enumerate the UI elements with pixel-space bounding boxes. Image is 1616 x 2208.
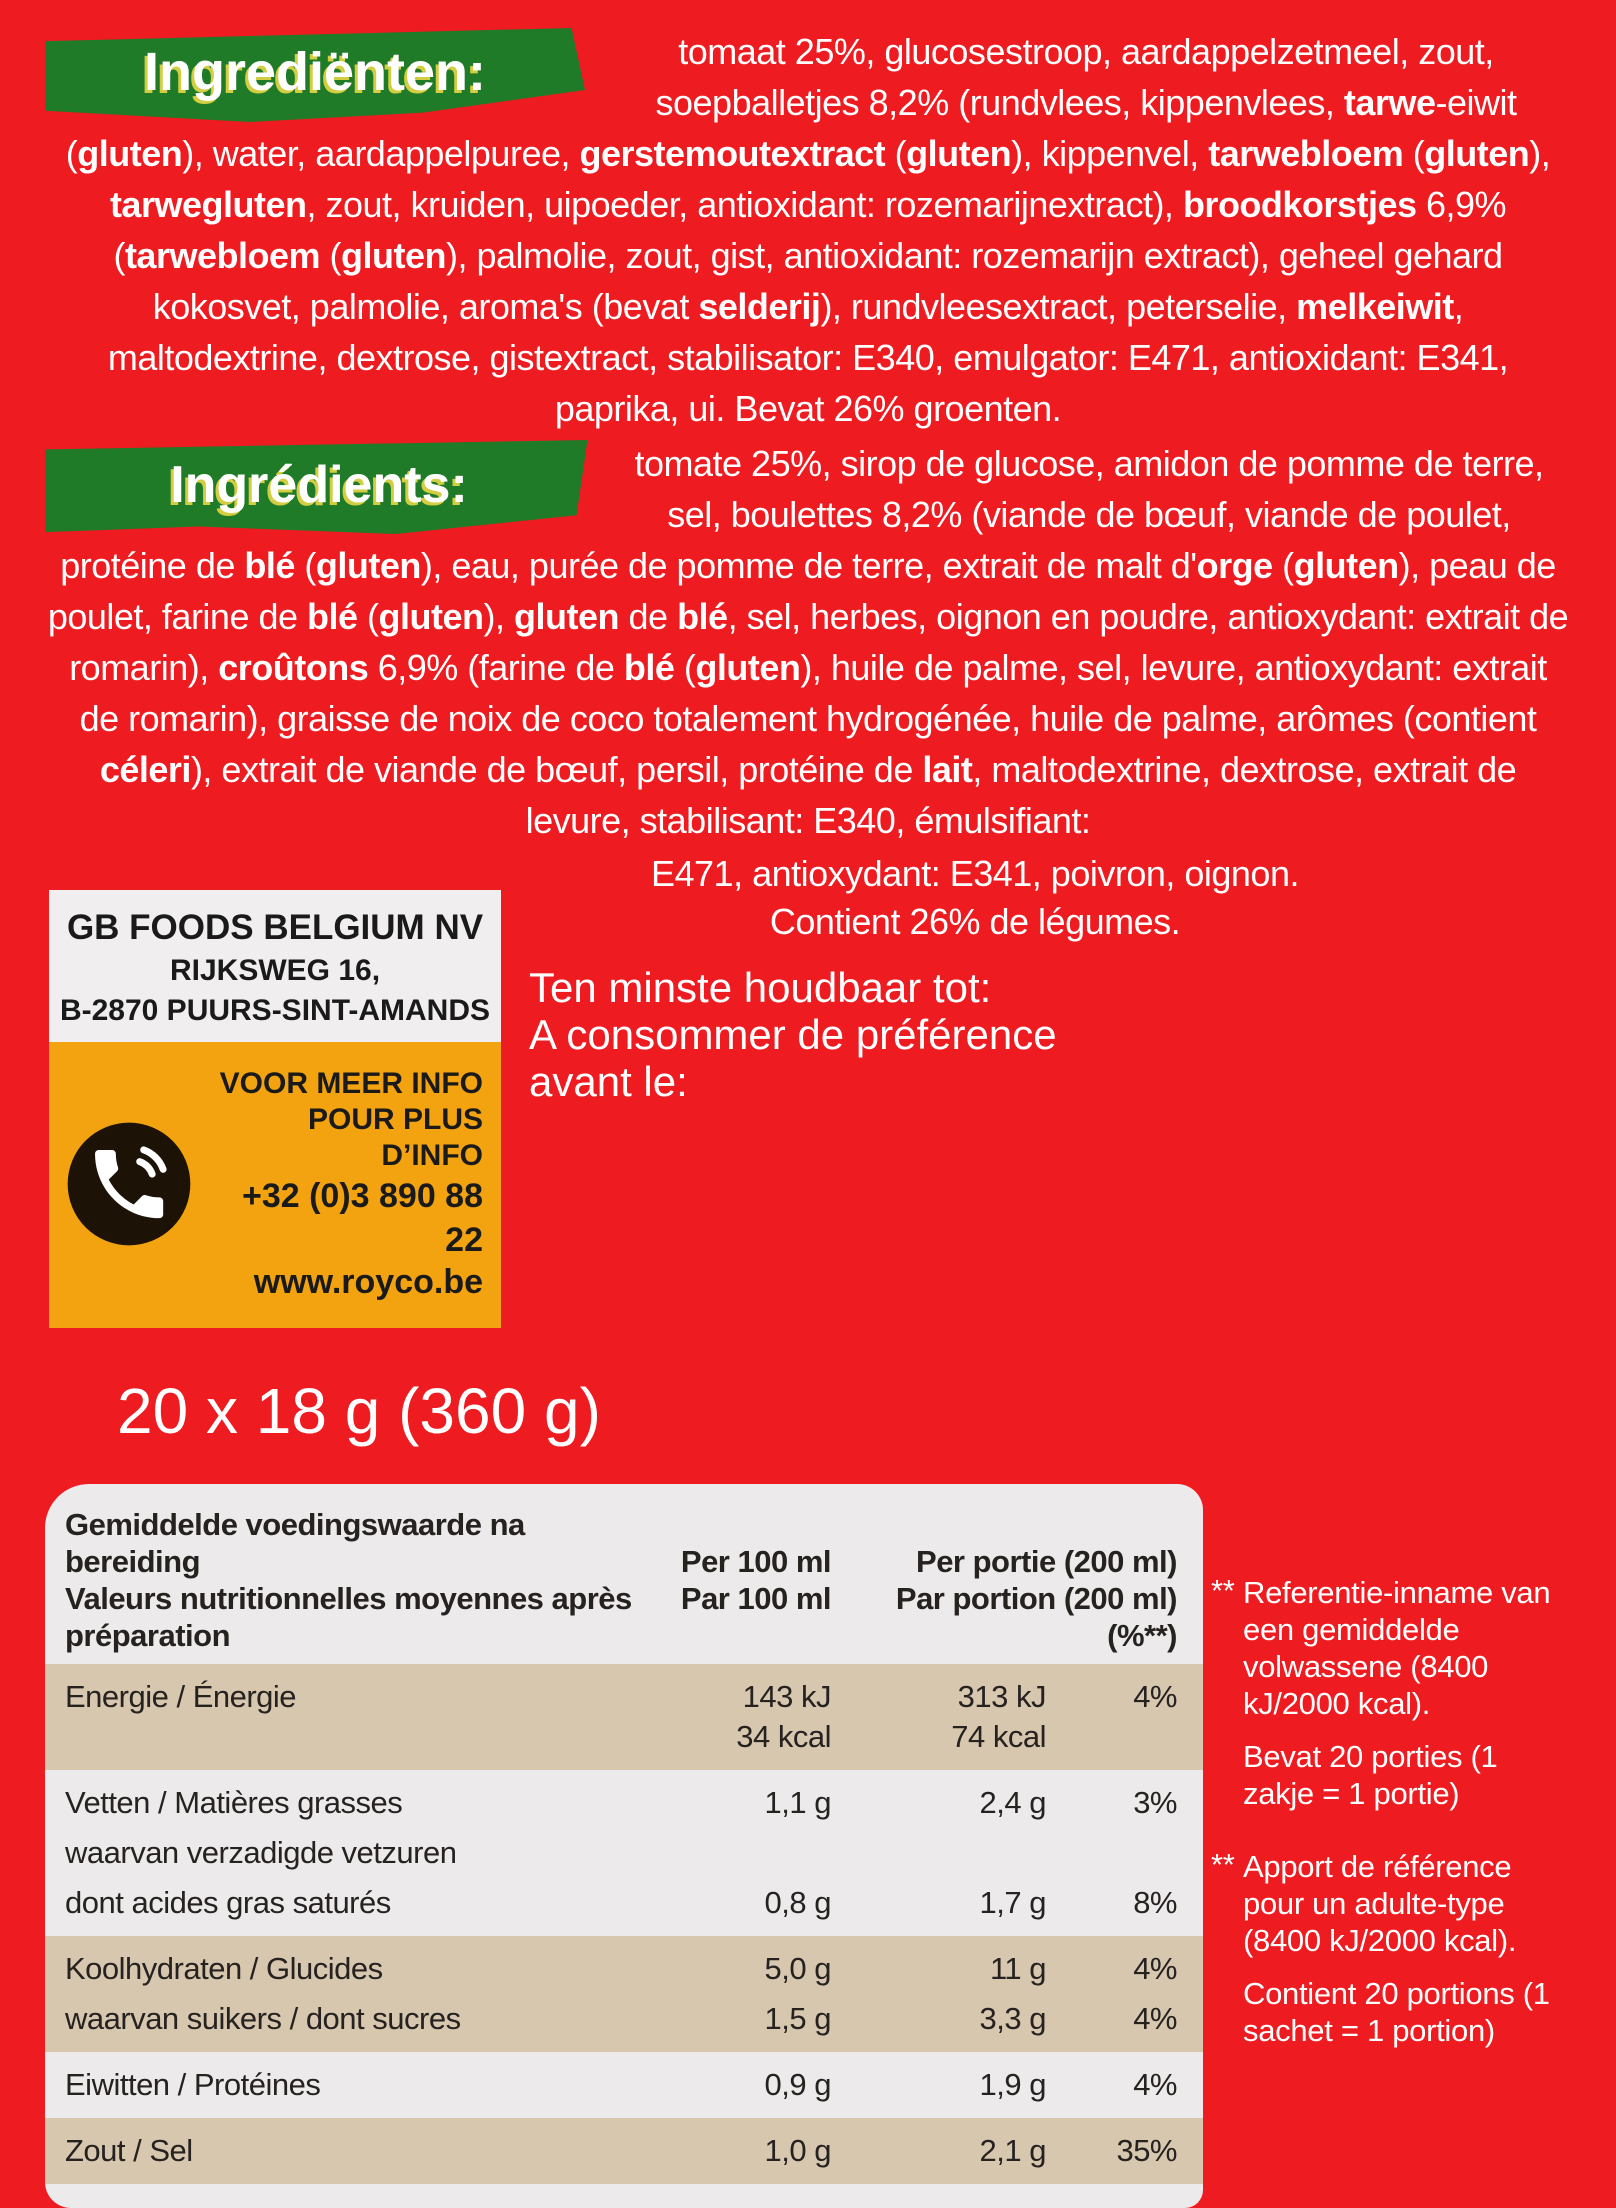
value-per-100ml: 1,1 g bbox=[764, 1785, 832, 1820]
company-name: GB FOODS BELGIUM NV bbox=[66, 908, 484, 947]
nutrition-band: Koolhydraten / Glucides 5,0 g 11 g 4% waarva… bbox=[45, 1936, 1203, 2052]
nutrition-band: Energie / Énergie 143 kJ 34 kcal 313 kJ 74 k… bbox=[45, 1664, 1203, 1770]
fr-tail-line2: Contient 26% de légumes. bbox=[769, 901, 1181, 942]
nutrition-band: Eiwitten / Protéines 0,9 g 1,9 g 4% bbox=[45, 2052, 1203, 2118]
value-per-portion: 3,3 g bbox=[979, 2001, 1047, 2036]
manufacturer-address: GB FOODS BELGIUM NV RIJKSWEG 16, B-2870 … bbox=[49, 890, 501, 1042]
value-per-portion: 313 kJ 74 kcal bbox=[951, 1679, 1046, 1754]
nutrition-title-fr: Valeurs nutritionnelles moyennes après p… bbox=[65, 1581, 632, 1653]
best-before-block: Ten minste houdbaar tot: A consommer de … bbox=[217, 964, 1571, 1105]
best-before-nl: Ten minste houdbaar tot: bbox=[529, 964, 992, 1011]
nutrition-row: Koolhydraten / Glucides 5,0 g 11 g 4% bbox=[45, 1944, 1203, 1994]
col-per-100ml: Per 100 ml Par 100 ml bbox=[680, 1544, 832, 1616]
phone-number: +32 (0)3 890 88 22 bbox=[241, 1177, 483, 1259]
nutrition-band: Vetten / Matières grasses 1,1 g 2,4 g 3% waa… bbox=[45, 1770, 1203, 1936]
nutrition-row: dont acides gras saturés 0,8 g 1,7 g 8% bbox=[45, 1878, 1203, 1928]
nutrition-row: waarvan verzadigde vetzuren bbox=[45, 1828, 1203, 1878]
nutrition-row: Vetten / Matières grasses 1,1 g 2,4 g 3% bbox=[45, 1778, 1203, 1828]
company-city: B-2870 PUURS-SINT-AMANDS bbox=[59, 994, 491, 1027]
ingredients-nl-section: Ingrediënten: tomaat 25%, glucosestroop,… bbox=[45, 26, 1571, 434]
nutrient-label: Eiwitten / Protéines bbox=[65, 2067, 321, 2102]
value-percent: 4% bbox=[1133, 2067, 1177, 2102]
ingredients-nl-banner-label: Ingrediënten: bbox=[143, 42, 486, 102]
note-reference-fr: ** Apport de référence pour un adulte-ty… bbox=[1211, 1847, 1517, 1958]
value-per-100ml: 5,0 g bbox=[764, 1951, 832, 1986]
company-street: RIJKSWEG 16, bbox=[169, 954, 381, 987]
value-per-portion bbox=[831, 1833, 1046, 1873]
asterisk-marker: ** bbox=[1211, 1847, 1235, 1882]
value-per-portion: 1,7 g bbox=[979, 1885, 1047, 1920]
col-percent: (%**) bbox=[1107, 1618, 1177, 1653]
package-back-panel: { "colors": { "background_red": "#ee1b20… bbox=[45, 26, 1571, 2208]
nutrient-label: Vetten / Matières grasses bbox=[65, 1785, 403, 1820]
note-portions-fr: Contient 20 portions (1 sachet = 1 porti… bbox=[1243, 1976, 1550, 2048]
nutrition-title-nl: Gemiddelde voedingswaarde na bereiding bbox=[65, 1507, 525, 1579]
nutrition-row: waarvan suikers / dont sucres 1,5 g 3,3 g 4… bbox=[45, 1994, 1203, 2044]
value-per-100ml bbox=[656, 1833, 831, 1873]
contact-info-box: VOOR MEER INFO POUR PLUS D’INFO +32 (0)3… bbox=[49, 1042, 501, 1328]
value-percent bbox=[1046, 1833, 1177, 1873]
reference-notes: ** Referentie-inname van een gemiddelde … bbox=[1211, 1484, 1571, 2065]
value-percent: 4% bbox=[1133, 1951, 1177, 1986]
nutrition-rows: Energie / Énergie 143 kJ 34 kcal 313 kJ 74 k… bbox=[45, 1664, 1203, 2184]
ingredients-fr-banner-label: Ingrédients: bbox=[170, 456, 468, 514]
value-percent: 35% bbox=[1116, 2133, 1177, 2168]
value-per-100ml: 0,8 g bbox=[764, 1885, 832, 1920]
nutrition-row: Eiwitten / Protéines 0,9 g 1,9 g 4% bbox=[45, 2060, 1203, 2110]
nutrient-label: waarvan verzadigde vetzuren bbox=[65, 1835, 457, 1870]
nutrition-row: Zout / Sel 1,0 g 2,1 g 35% bbox=[45, 2126, 1203, 2176]
value-per-100ml: 1,5 g bbox=[764, 2001, 832, 2036]
info-label-nl: VOOR MEER INFO bbox=[219, 1067, 483, 1100]
value-per-100ml: 143 kJ 34 kcal bbox=[736, 1679, 831, 1754]
col-per-portion: Per portie (200 ml) Par portion (200 ml)… bbox=[831, 1506, 1178, 1654]
nutrient-label: waarvan suikers / dont sucres bbox=[65, 2001, 461, 2036]
nutrition-table-header: Gemiddelde voedingswaarde na bereiding V… bbox=[45, 1500, 1203, 1664]
manufacturer-box: GB FOODS BELGIUM NV RIJKSWEG 16, B-2870 … bbox=[49, 890, 501, 1328]
value-per-portion: 1,9 g bbox=[979, 2067, 1047, 2102]
value-per-portion: 2,1 g bbox=[979, 2133, 1047, 2168]
value-percent: 3% bbox=[1133, 1785, 1177, 1820]
ingredients-fr-tail: E471, antioxydant: E341, poivron, oignon… bbox=[45, 850, 1421, 946]
nutrition-row: Energie / Énergie 143 kJ 34 kcal 313 kJ 74 k… bbox=[45, 1672, 1203, 1762]
nutrition-table: Gemiddelde voedingswaarde na bereiding V… bbox=[45, 1484, 1203, 2208]
value-per-portion: 11 g bbox=[989, 1951, 1047, 1986]
contact-info: VOOR MEER INFO POUR PLUS D’INFO +32 (0)3… bbox=[203, 1066, 483, 1302]
nutrition-section: Gemiddelde voedingswaarde na bereiding V… bbox=[45, 1484, 1571, 2208]
ingredients-nl-banner: Ingrediënten: bbox=[45, 28, 585, 122]
ingredients-nl-text: tomaat 25%, glucosestroop, aardappelzetm… bbox=[65, 31, 1551, 429]
nutrient-label: dont acides gras saturés bbox=[65, 1885, 391, 1920]
ingredients-fr-text: tomate 25%, sirop de glucose, amidon de … bbox=[47, 443, 1569, 841]
nutrition-title: Gemiddelde voedingswaarde na bereiding V… bbox=[65, 1506, 656, 1654]
nutrition-band: Zout / Sel 1,0 g 2,1 g 35% bbox=[45, 2118, 1203, 2184]
nutrient-label: Zout / Sel bbox=[65, 2133, 193, 2168]
note-portions-nl: Bevat 20 porties (1 zakje = 1 portie) bbox=[1243, 1739, 1498, 1811]
best-before-fr1: A consommer de préférence bbox=[529, 1011, 1057, 1058]
value-per-portion: 2,4 g bbox=[979, 1785, 1047, 1820]
ingredients-fr-banner: Ingrédients: bbox=[45, 440, 588, 534]
value-percent: 8% bbox=[1133, 1885, 1177, 1920]
value-per-100ml: 0,9 g bbox=[764, 2067, 832, 2102]
value-percent: 4% bbox=[1133, 2001, 1177, 2036]
phone-icon bbox=[65, 1120, 193, 1248]
value-percent: 4% bbox=[1133, 1679, 1177, 1714]
website-url: www.royco.be bbox=[253, 1263, 483, 1301]
asterisk-marker: ** bbox=[1211, 1573, 1235, 1608]
note-reference-nl: ** Referentie-inname van een gemiddelde … bbox=[1211, 1573, 1551, 1721]
ingredients-fr-section: Ingrédients: tomate 25%, sirop de glucos… bbox=[45, 438, 1571, 846]
fr-tail-line1: E471, antioxydant: E341, poivron, oignon… bbox=[651, 853, 1299, 894]
mid-section: GB FOODS BELGIUM NV RIJKSWEG 16, B-2870 … bbox=[45, 850, 1571, 1328]
nutrient-label: Koolhydraten / Glucides bbox=[65, 1951, 383, 1986]
nutrient-label: Energie / Énergie bbox=[65, 1679, 297, 1714]
net-weight: 20 x 18 g (360 g) bbox=[117, 1375, 601, 1447]
info-label-fr: POUR PLUS D’INFO bbox=[307, 1103, 483, 1172]
best-before-fr2: avant le: bbox=[529, 1058, 688, 1105]
value-per-100ml: 1,0 g bbox=[764, 2133, 832, 2168]
